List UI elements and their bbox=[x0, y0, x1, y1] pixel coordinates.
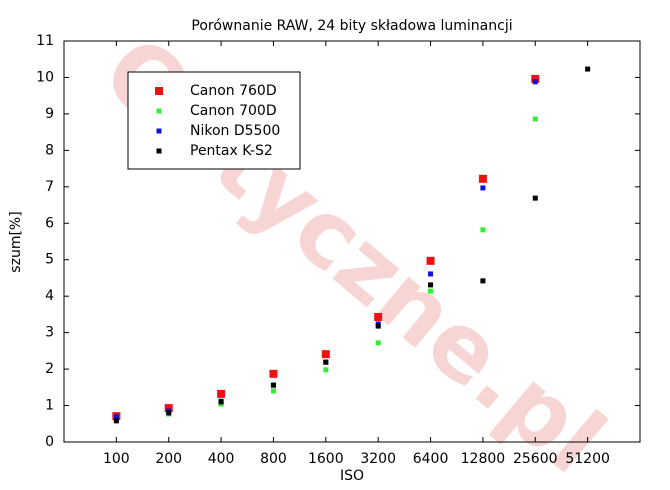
x-tick-label: 200 bbox=[155, 451, 182, 467]
x-tick-label: 400 bbox=[208, 451, 235, 467]
legend-marker bbox=[156, 108, 162, 114]
data-point bbox=[585, 66, 591, 72]
y-tick-label: 9 bbox=[45, 106, 54, 122]
x-axis-label: ISO bbox=[340, 468, 364, 484]
data-point bbox=[480, 278, 486, 284]
x-tick-label: 12800 bbox=[461, 451, 506, 467]
data-point bbox=[269, 369, 278, 378]
data-point bbox=[375, 323, 381, 329]
y-tick-label: 0 bbox=[45, 434, 54, 450]
y-tick-label: 6 bbox=[45, 215, 54, 231]
legend-marker bbox=[156, 128, 162, 134]
legend-marker bbox=[156, 148, 162, 154]
y-tick-label: 5 bbox=[45, 252, 54, 268]
plot-frame bbox=[63, 40, 641, 443]
y-tick-label: 1 bbox=[45, 398, 54, 414]
data-point bbox=[217, 389, 226, 398]
y-tick-label: 8 bbox=[45, 142, 54, 158]
y-tick-label: 3 bbox=[45, 325, 54, 341]
legend-label: Canon 700D bbox=[190, 103, 277, 119]
data-point bbox=[270, 388, 276, 394]
y-tick-label: 2 bbox=[45, 361, 54, 377]
data-point bbox=[478, 174, 487, 183]
data-point bbox=[270, 382, 276, 388]
data-point bbox=[375, 340, 381, 346]
data-point bbox=[113, 414, 119, 420]
data-point bbox=[532, 116, 538, 122]
data-point bbox=[480, 185, 486, 191]
data-point bbox=[532, 195, 538, 201]
y-tick-label: 4 bbox=[45, 288, 54, 304]
legend-label: Nikon D5500 bbox=[190, 123, 280, 139]
legend-label: Pentax K-S2 bbox=[190, 143, 273, 159]
legend-marker bbox=[155, 87, 163, 95]
x-tick-label: 6400 bbox=[413, 451, 449, 467]
y-tick-label: 10 bbox=[36, 69, 54, 85]
x-tick-label: 51200 bbox=[565, 451, 610, 467]
data-point bbox=[428, 282, 434, 288]
data-point bbox=[166, 410, 172, 416]
chart-title: Porównanie RAW, 24 bity składowa luminan… bbox=[191, 18, 512, 34]
data-point bbox=[323, 359, 329, 365]
data-point bbox=[426, 256, 435, 265]
data-point bbox=[321, 350, 330, 359]
data-point bbox=[164, 404, 173, 413]
x-tick-label: 3200 bbox=[360, 451, 396, 467]
x-tick-label: 1600 bbox=[308, 451, 344, 467]
data-point bbox=[532, 79, 538, 85]
y-tick-label: 11 bbox=[36, 33, 54, 49]
x-tick-label: 800 bbox=[260, 451, 287, 467]
data-point bbox=[323, 367, 329, 373]
data-point bbox=[113, 418, 119, 424]
y-tick-label: 7 bbox=[45, 179, 54, 195]
x-tick-label: 100 bbox=[103, 451, 130, 467]
x-tick-label: 25600 bbox=[513, 451, 558, 467]
data-point bbox=[428, 288, 434, 294]
data-point bbox=[428, 271, 434, 277]
y-axis-label: szum[%] bbox=[8, 211, 24, 272]
data-point bbox=[531, 74, 540, 83]
legend-label: Canon 760D bbox=[190, 83, 277, 99]
data-point bbox=[218, 399, 224, 405]
data-point bbox=[480, 227, 486, 233]
data-point bbox=[374, 312, 383, 321]
